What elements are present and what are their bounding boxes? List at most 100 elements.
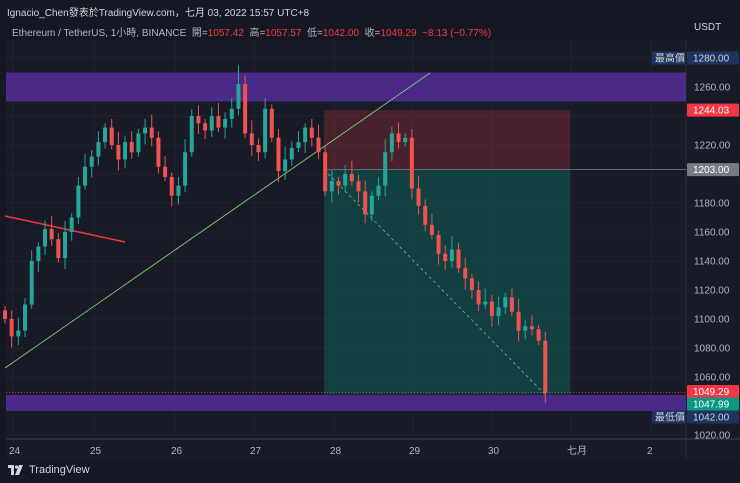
candle-body — [76, 185, 81, 218]
candle-body — [156, 137, 161, 167]
x-tick-label: 七月 — [567, 445, 587, 457]
y-tick-label: 1180.00 — [694, 199, 730, 210]
candle-body — [469, 278, 474, 290]
candle-body — [283, 159, 288, 172]
tradingview-icon — [8, 465, 23, 475]
stop-price-label: 1244.03 — [693, 106, 730, 117]
candle-body — [363, 191, 368, 215]
high-label: 高= — [249, 28, 266, 39]
candle-body — [236, 84, 241, 109]
candle-body — [369, 195, 374, 215]
y-tick-label: 1080.00 — [694, 344, 731, 355]
candle-body — [343, 174, 348, 186]
candle-body — [69, 217, 74, 232]
candle-body — [176, 185, 181, 196]
candle-body — [109, 127, 114, 145]
x-tick-label: 27 — [250, 446, 262, 457]
candle-body — [269, 108, 274, 138]
target-price-label-bg — [687, 397, 739, 411]
candle-body — [103, 127, 108, 143]
horizontal-zone — [6, 72, 686, 102]
candle-body — [196, 116, 201, 124]
candle-body — [416, 188, 421, 206]
y-tick-label: 1100.00 — [694, 315, 730, 326]
high-price-label: 1280.00 — [693, 54, 730, 65]
candle-body — [376, 185, 381, 196]
candle-body — [9, 319, 14, 337]
low-price-label-bg — [687, 410, 739, 424]
candle-body — [389, 133, 394, 153]
candle-body — [209, 116, 214, 131]
candle-body — [449, 249, 454, 261]
candle-body — [396, 133, 401, 143]
candle-body — [443, 253, 448, 261]
x-tick-label: 28 — [330, 446, 342, 457]
candle-body — [496, 307, 501, 317]
candle-body — [436, 234, 441, 254]
entry-price-label-bg — [687, 163, 739, 177]
candle-body — [543, 340, 548, 393]
candle-body — [423, 205, 428, 225]
candle-body — [56, 239, 61, 259]
stop-loss-zone — [324, 110, 570, 170]
currency-label: USDT — [694, 22, 722, 33]
candle-body — [96, 142, 101, 157]
candle-body — [63, 232, 68, 259]
candle-body — [316, 137, 321, 153]
candle-body — [523, 326, 528, 331]
high-price-label-bg — [687, 51, 739, 65]
y-tick-label: 1020.00 — [694, 431, 731, 442]
candle-body — [536, 329, 541, 341]
close-value: 1049.29 — [380, 28, 417, 39]
candle-body — [409, 137, 414, 189]
symbol-name: Ethereum / TetherUS, 1小時, BINANCE — [12, 28, 187, 39]
candle-body — [489, 301, 494, 317]
candle-body — [349, 174, 354, 182]
candle-body — [309, 127, 314, 138]
candle-body — [483, 301, 488, 305]
candle-body — [89, 156, 94, 167]
candle-body — [529, 326, 534, 330]
entry-price-label: 1203.00 — [693, 165, 730, 176]
candle-body — [129, 142, 134, 153]
candle-body — [289, 147, 294, 160]
y-tick-label: 1160.00 — [694, 228, 730, 239]
open-value: 1057.42 — [207, 28, 244, 39]
tradingview-logo[interactable]: TradingView — [8, 464, 90, 476]
candle-body — [163, 166, 168, 177]
candle-body — [16, 330, 21, 337]
chart-background — [6, 40, 740, 460]
x-tick-label: 26 — [171, 446, 183, 457]
chart-title: Ignacio_Chen發表於TradingView.com，七月 03, 20… — [7, 8, 310, 19]
candle-body — [476, 290, 481, 305]
x-tick-label: 2 — [647, 446, 653, 457]
x-tick-label: 30 — [488, 446, 500, 457]
candle-body — [303, 127, 308, 143]
x-tick-label: 25 — [90, 446, 102, 457]
candle-body — [36, 246, 41, 261]
candle-body — [503, 297, 508, 308]
brand-name: TradingView — [29, 464, 90, 476]
last-price-label: 1049.29 — [693, 387, 730, 398]
candle-body — [49, 229, 54, 240]
close-label: 收= — [364, 28, 381, 39]
candle-body — [83, 166, 88, 186]
open-label: 開= — [191, 28, 208, 39]
y-tick-label: 1060.00 — [694, 373, 731, 384]
trendline-green — [4, 72, 431, 369]
candle-body — [43, 229, 48, 247]
high-name-bg — [652, 51, 685, 65]
x-tick-label: 29 — [409, 446, 421, 457]
candle-body — [29, 261, 34, 305]
candle-body — [323, 152, 328, 192]
symbol-legend: Ethereum / TetherUS, 1小時, BINANCE 開=1057… — [12, 24, 491, 39]
candle-body — [149, 127, 154, 138]
candle-body — [203, 123, 208, 131]
stop-price-label-bg — [687, 103, 739, 117]
candle-body — [183, 152, 188, 186]
candle-body — [169, 176, 174, 196]
low-label: 低= — [307, 28, 323, 39]
candle-body — [336, 181, 341, 186]
candle-body — [403, 137, 408, 143]
